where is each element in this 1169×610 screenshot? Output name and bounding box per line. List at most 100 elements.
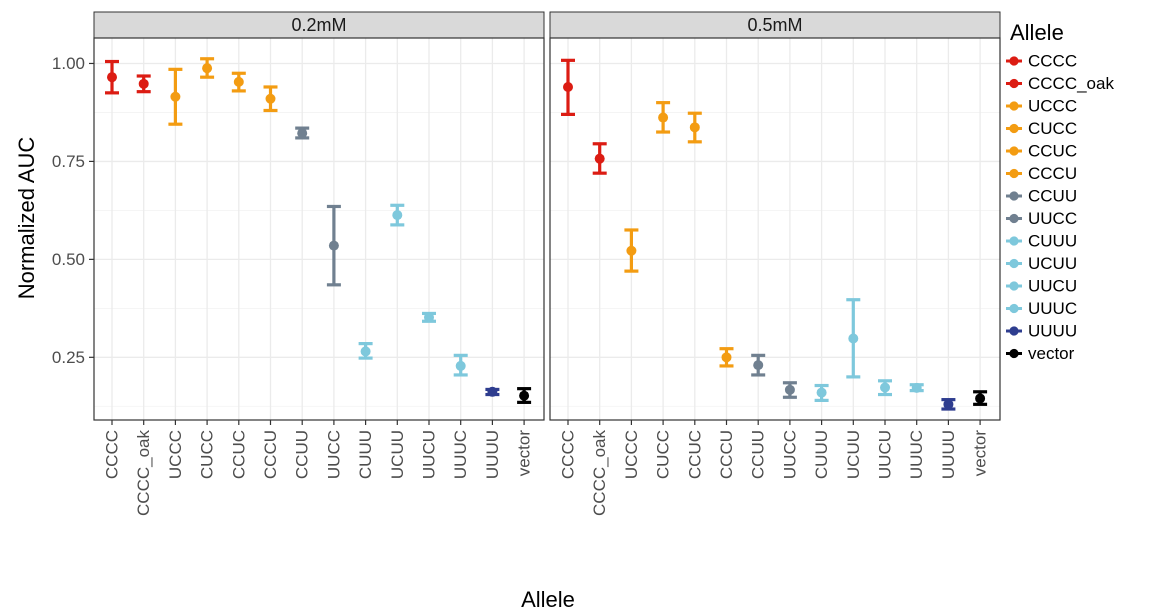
facet-strip	[549, 11, 1001, 39]
major-gridlines	[94, 38, 544, 420]
point-CCUC	[689, 122, 700, 133]
panel-border	[93, 37, 545, 421]
legend-label: CUCC	[1028, 119, 1077, 138]
legend-item: UUCC	[1006, 209, 1077, 228]
x-tick-label: CUUU	[356, 430, 375, 479]
major-gridlines	[550, 38, 1000, 420]
point-CCCC	[107, 72, 117, 83]
legend-item: CCUC	[1006, 142, 1077, 161]
legend-label: CCCU	[1028, 164, 1077, 183]
point-UCUU	[392, 210, 403, 221]
legend-key	[1009, 191, 1019, 201]
legend-key	[1009, 213, 1019, 224]
point-CCUU	[753, 360, 764, 371]
x-tick-label: UUCU	[876, 430, 895, 479]
x-tick-label: UCUU	[388, 430, 407, 479]
minor-gridlines	[550, 112, 1000, 407]
x-tick-label: CCUC	[229, 430, 248, 479]
legend-item: UCCC	[1006, 97, 1077, 116]
x-tick-label: CCCU	[717, 430, 736, 479]
x-tick-label: CUUU	[812, 430, 831, 479]
legend-key	[1009, 168, 1019, 179]
x-tick-label: UCCC	[622, 430, 641, 479]
legend-key	[1009, 123, 1019, 134]
legend-key	[1009, 56, 1019, 66]
point-UUUC	[455, 360, 466, 371]
point-UUCC	[784, 384, 795, 395]
y-axis: 0.25 0.50 0.75 1.00	[52, 54, 94, 367]
legend-item: CCCC	[1006, 52, 1077, 71]
facet-strip-label: 0.2mM	[291, 15, 346, 35]
x-tick-label: vector	[971, 430, 990, 477]
legend-label: vector	[1028, 344, 1075, 363]
point-CCCC_oak	[594, 153, 605, 164]
point-CUCC	[658, 112, 669, 123]
x-tick-label: UUCC	[780, 430, 799, 479]
legend-item: UUUU	[1006, 322, 1077, 341]
point-CUUU	[360, 346, 371, 357]
x-tick-label: CCCC_oak	[134, 430, 153, 516]
x-tick-label: CUCC	[654, 430, 673, 479]
y-tick-label: 0.50	[52, 250, 85, 269]
legend-item: CUCC	[1006, 119, 1077, 138]
legend-item: CCCU	[1006, 164, 1077, 183]
legend-key	[1009, 303, 1019, 314]
point-CCCU	[265, 93, 276, 104]
x-tick-label: UUUC	[451, 430, 470, 479]
y-tick-label: 1.00	[52, 54, 85, 73]
point-UCUU	[848, 333, 859, 344]
point-CCCC_oak	[138, 78, 149, 89]
x-tick-label: CCCC_oak	[590, 430, 609, 516]
facet-strip	[93, 11, 545, 39]
x-tick-label: CCUC	[685, 430, 704, 479]
legend-title: Allele	[1010, 20, 1064, 45]
point-UCCC	[626, 245, 637, 256]
x-tick-label: UUUU	[483, 430, 502, 479]
legend-key	[1009, 281, 1019, 291]
legend-key	[1009, 326, 1019, 336]
point-UCCC	[170, 91, 181, 102]
legend-label: UCUU	[1028, 254, 1077, 273]
legend-item: CUUU	[1006, 232, 1077, 251]
panel-border	[549, 37, 1001, 421]
legend-key	[1009, 348, 1019, 359]
x-tick-label: UUUU	[939, 430, 958, 479]
legend-item: CCUU	[1006, 187, 1077, 206]
point-vector	[519, 390, 530, 401]
point-UUCU	[424, 312, 434, 323]
legend-label: UUUU	[1028, 322, 1077, 341]
legend-label: UUCU	[1028, 277, 1077, 296]
point-CCCU	[721, 352, 732, 363]
facet-panels: 0.2mM CCCC CCCC_oak UCCC CUCC CCUC CCCU CCUU UUC…	[52, 11, 1001, 516]
legend-label: CCUC	[1028, 142, 1077, 161]
x-tick-label: CUCC	[198, 430, 217, 479]
x-tick-label: UUCC	[324, 430, 343, 479]
point-vector	[975, 393, 986, 404]
x-tick-label: CCCC	[103, 430, 122, 479]
x-tick-label: UUUC	[907, 430, 926, 479]
point-UUUC	[911, 382, 922, 393]
legend-key	[1009, 78, 1019, 89]
legend: Allele CCCC CCCC_oak UCCC CUCC CCUC CCCU CCUU U…	[1006, 20, 1114, 363]
point-UUUU	[943, 399, 954, 410]
legend-item: UUUC	[1006, 299, 1077, 318]
x-tick-label: UUCU	[420, 430, 439, 479]
x-tick-label: UCCC	[166, 430, 185, 479]
legend-item: UCUU	[1006, 254, 1077, 273]
point-UUCU	[880, 382, 890, 393]
x-tick-label: vector	[515, 430, 534, 477]
legend-item: CCCC_oak	[1006, 74, 1114, 93]
x-tick-label: CCUU	[293, 430, 312, 479]
legend-item: vector	[1006, 344, 1075, 363]
legend-label: CUUU	[1028, 232, 1077, 251]
facet-strip-label: 0.5mM	[747, 15, 802, 35]
legend-key	[1009, 236, 1019, 246]
point-CCUC	[233, 76, 244, 87]
legend-key	[1009, 258, 1019, 269]
y-tick-label: 0.75	[52, 152, 85, 171]
y-tick-label: 0.25	[52, 348, 85, 367]
panel-0.2mM: 0.2mM CCCC CCCC_oak UCCC CUCC CCUC CCCU CCUU UUC…	[93, 11, 545, 516]
legend-label: UUUC	[1028, 299, 1077, 318]
y-axis-title: Normalized AUC	[14, 137, 39, 300]
